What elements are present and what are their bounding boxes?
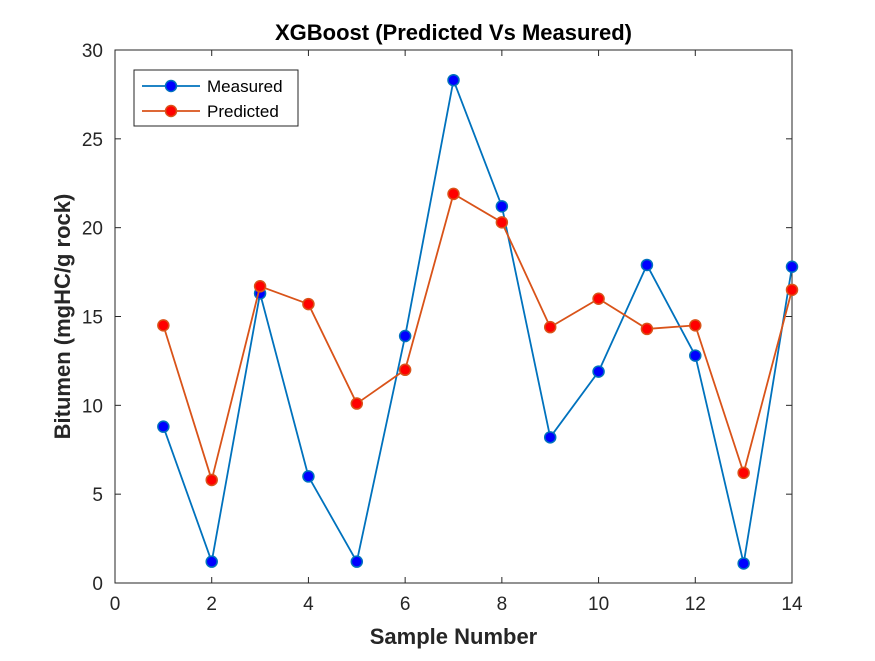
data-point-measured: [737, 557, 750, 570]
y-tick-label: 25: [82, 130, 103, 151]
series-predicted: [157, 187, 799, 487]
data-point-predicted: [253, 280, 267, 293]
data-point-predicted: [205, 473, 218, 487]
x-axis-title: Sample Number: [370, 624, 538, 649]
series-line-predicted: [162, 193, 793, 481]
legend-marker: [164, 79, 178, 93]
legend-label: Measured: [207, 77, 283, 96]
x-tick-label: 10: [588, 594, 609, 615]
data-point-measured: [495, 200, 509, 213]
data-point-measured: [398, 329, 412, 343]
data-point-measured: [302, 470, 315, 483]
x-tick-label: 6: [400, 594, 411, 615]
data-point-measured: [157, 420, 170, 433]
data-point-predicted: [543, 320, 557, 334]
x-tick-label: 4: [303, 594, 314, 615]
data-point-predicted: [495, 216, 509, 229]
data-point-measured: [640, 258, 654, 272]
y-tick-label: 15: [82, 308, 103, 329]
x-tick-label: 0: [110, 594, 121, 615]
data-point-predicted: [302, 297, 315, 311]
data-point-measured: [592, 365, 605, 378]
legend-item-predicted: Predicted: [142, 102, 279, 121]
y-tick-label: 0: [92, 574, 103, 595]
data-point-predicted: [350, 397, 364, 410]
data-point-predicted: [157, 319, 170, 332]
y-tick-label: 20: [82, 219, 103, 240]
tick-labels: 0 2 4 6 8 10 12 14 0 5 10 15 20 25 30: [82, 41, 803, 615]
data-point-predicted: [737, 466, 750, 480]
data-point-measured: [543, 431, 557, 444]
data-point-measured: [447, 73, 460, 87]
data-point-predicted: [640, 322, 654, 336]
data-point-predicted: [398, 363, 412, 377]
legend-marker: [164, 104, 178, 118]
y-tick-label: 5: [92, 485, 103, 506]
legend-item-measured: Measured: [142, 77, 283, 96]
y-axis-title: Bitumen (mgHC/g rock): [50, 194, 75, 440]
plot-frame: [114, 49, 793, 584]
data-point-predicted: [785, 283, 799, 297]
legend-box: [133, 69, 299, 127]
x-tick-label: 12: [685, 594, 706, 615]
data-point-predicted: [447, 187, 460, 201]
chart-title: XGBoost (Predicted Vs Measured): [275, 20, 632, 45]
x-tick-label: 2: [206, 594, 217, 615]
data-point-measured: [205, 555, 218, 568]
series-layer: [157, 73, 799, 570]
plot-area: [114, 49, 793, 584]
legend-label: Predicted: [207, 102, 279, 121]
data-point-measured: [785, 260, 799, 274]
data-point-measured: [689, 349, 702, 362]
legend: Measured Predicted: [133, 69, 299, 127]
data-point-predicted: [689, 319, 702, 332]
series-line-measured: [162, 79, 793, 565]
data-point-measured: [350, 555, 364, 568]
x-tick-label: 8: [497, 594, 508, 615]
axis-ticks: [114, 49, 793, 584]
x-tick-label: 14: [781, 594, 803, 615]
y-tick-label: 10: [82, 396, 103, 417]
data-point-predicted: [592, 292, 605, 305]
series-measured: [157, 73, 799, 570]
y-tick-label: 30: [82, 41, 103, 62]
